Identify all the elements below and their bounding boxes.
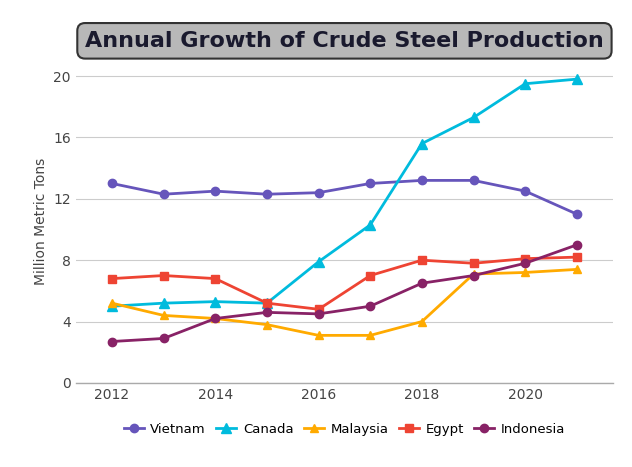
- Y-axis label: Million Metric Tons: Million Metric Tons: [33, 158, 47, 285]
- Legend: Vietnam, Canada, Malaysia, Egypt, Indonesia: Vietnam, Canada, Malaysia, Egypt, Indone…: [119, 417, 570, 441]
- Title: Annual Growth of Crude Steel Production: Annual Growth of Crude Steel Production: [85, 31, 604, 51]
